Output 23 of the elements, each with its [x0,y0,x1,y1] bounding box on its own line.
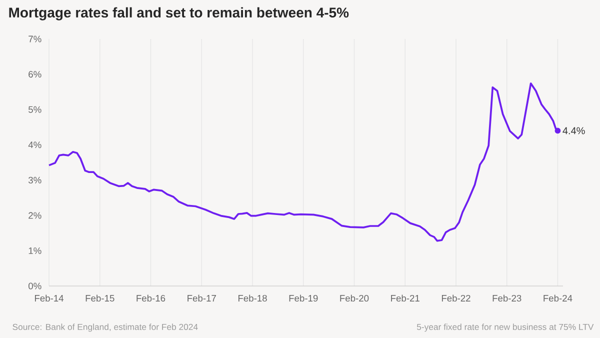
y-tick-label: 7% [28,36,42,42]
annotation: 4.4% [562,127,585,134]
x-tick-label: Feb-22 [442,294,470,302]
x-tick-label: Feb-20 [340,294,369,302]
x-tick-label: Feb-14 [34,294,64,302]
y-tick-label: 3% [28,176,42,184]
chart-title: Mortgage rates fall and set to remain between 4-5% [9,7,349,20]
x-tick-label: Feb-23 [492,294,522,302]
y-tick-label: 6% [28,70,42,78]
y-tick-label: 4% [28,142,42,148]
y-tick-label: 0% [28,282,42,290]
x-tick-label: Feb-16 [136,294,166,302]
x-tick-label: Feb-24 [544,294,572,302]
y-tick-label: 5% [28,106,42,113]
x-tick-label: Feb-18 [238,294,267,302]
x-tick-label: Feb-19 [289,294,318,302]
text: 5-year fixed rate for new business at 75% LTV [416,324,594,332]
x-tick-label: Feb-17 [188,294,216,302]
source-note: Source: Bank of England, estimate for Feb 2024 [12,324,198,332]
x-tick-label: Feb-15 [86,294,114,302]
y-tick-label: 1% [28,247,42,254]
x-tick-label: Feb-21 [391,294,420,302]
y-tick-label: 2% [28,212,42,219]
